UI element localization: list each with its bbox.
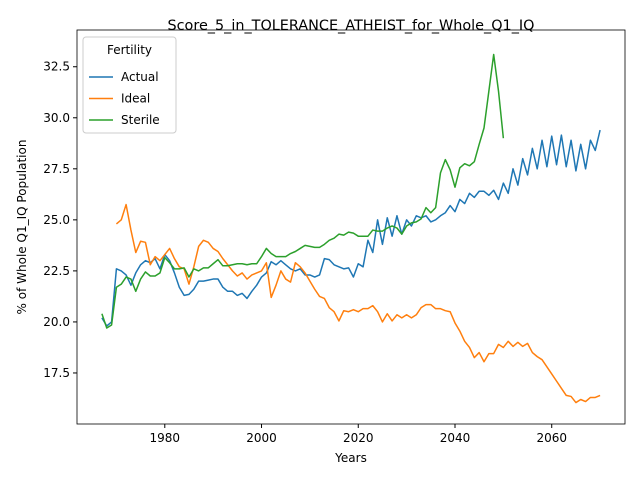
y-tick-label: 22.5	[43, 264, 70, 278]
legend-label: Sterile	[121, 113, 160, 127]
line-series	[101, 129, 601, 327]
legend-title: Fertility	[107, 43, 152, 57]
x-tick-label: 1980	[150, 431, 181, 445]
y-tick-label: 17.5	[43, 366, 70, 380]
y-tick-label: 25.0	[43, 213, 70, 227]
legend-label: Ideal	[121, 92, 150, 106]
legend-label: Actual	[121, 70, 159, 84]
line-series	[115, 203, 601, 404]
axes-frame	[76, 29, 626, 425]
x-tick-label: 2000	[246, 431, 277, 445]
y-tick-label: 27.5	[43, 162, 70, 176]
x-tick-label: 2060	[536, 431, 567, 445]
y-tick-label: 32.5	[43, 60, 70, 74]
x-tick-label: 2040	[440, 431, 471, 445]
y-tick-label: 30.0	[43, 111, 70, 125]
legend-box	[82, 36, 177, 134]
line-series	[101, 53, 505, 329]
x-axis-label: Years	[334, 451, 367, 465]
y-tick-label: 20.0	[43, 315, 70, 329]
x-tick-label: 2020	[343, 431, 374, 445]
chart-title: Score_5_in_TOLERANCE_ATHEIST_for_Whole_Q…	[168, 18, 535, 34]
y-axis-label: % of Whole Q1_IQ Population	[15, 140, 29, 315]
